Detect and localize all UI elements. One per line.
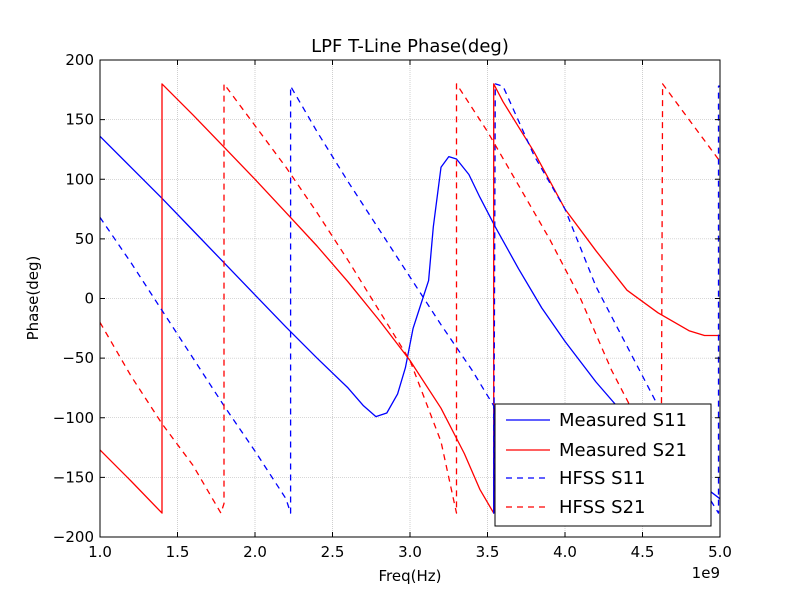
legend-label: Measured S11 [559,410,687,431]
y-tick-label: 100 [65,170,94,188]
legend: Measured S11 Measured S21 HFSS S11 HFSS … [494,403,712,527]
legend-label: Measured S21 [559,440,687,461]
series-line-0 [99,135,721,500]
x-scale-label: 1e9 [692,564,720,582]
x-tick-label: 5.0 [708,543,732,561]
y-tick-label: 50 [75,230,94,248]
series-line-2 [99,83,720,514]
axis-ticks: 1.0 1.5 2.0 2.5 3.0 3.5 4.0 4.5 5.0 −200 −150 −100 −… [53,51,732,561]
y-axis-label: Phase(deg) [24,256,42,341]
x-tick-label: 3.5 [476,543,500,561]
series-line-1 [99,83,720,514]
legend-label: HFSS S11 [559,468,645,489]
x-tick-label: 2.0 [243,543,267,561]
y-tick-label: 150 [65,111,94,129]
y-tick-label: −50 [62,349,94,367]
x-tick-label: 3.0 [398,543,422,561]
chart-title: LPF T-Line Phase(deg) [311,36,509,57]
y-tick-label: −100 [53,409,94,427]
x-tick-label: 4.0 [553,543,577,561]
legend-box [494,403,712,527]
x-tick-label: 1.5 [166,543,190,561]
y-tick-label: −150 [53,468,94,486]
x-axis-label: Freq(Hz) [379,567,442,585]
x-tick-label: 1.0 [88,543,112,561]
y-tick-label: 0 [84,290,94,308]
legend-label: HFSS S21 [559,497,645,518]
x-tick-label: 4.5 [631,543,655,561]
x-tick-label: 2.5 [321,543,345,561]
y-tick-label: −200 [53,528,94,546]
y-tick-label: 200 [65,51,94,69]
